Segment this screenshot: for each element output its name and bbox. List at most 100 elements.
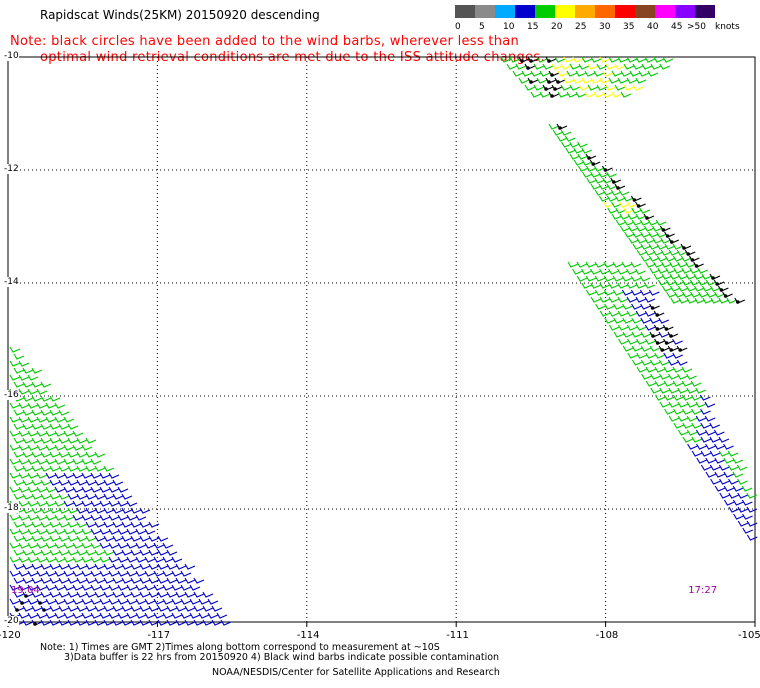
wind-barb [13, 423, 25, 430]
wind-barb [530, 91, 542, 98]
wind-barb [640, 359, 652, 366]
wind-barb [36, 416, 48, 423]
wind-barb [13, 353, 25, 360]
wind-barb [117, 528, 129, 535]
wind-barb [681, 366, 693, 373]
contamination-dot [664, 341, 669, 345]
wind-barb [700, 422, 712, 429]
wind-barb [603, 289, 615, 296]
wind-barb [698, 291, 709, 298]
wind-barb [575, 70, 587, 77]
wind-barb [663, 352, 675, 359]
wind-barb [701, 285, 713, 292]
contamination-dot [15, 608, 19, 612]
wind-barb [622, 303, 633, 310]
wind-barb [166, 619, 178, 626]
wind-barb [728, 492, 740, 499]
wind-barb [648, 243, 660, 250]
wind-barb [696, 457, 708, 464]
wind-barb [614, 84, 626, 91]
wind-barb [54, 486, 66, 493]
wind-barb [49, 549, 61, 556]
wind-barb [117, 486, 129, 493]
wind-barb [63, 584, 75, 591]
wind-barb [76, 521, 88, 528]
wind-barb [40, 451, 52, 458]
wind-barb [590, 171, 601, 178]
wind-barb [539, 70, 551, 77]
wind-barb [581, 159, 593, 166]
wind-barb [148, 549, 160, 556]
wind-barb [654, 352, 666, 359]
wind-barb [180, 584, 192, 591]
wind-barb [72, 556, 84, 563]
wind-barb [640, 303, 651, 310]
wind-barb [40, 395, 52, 402]
wind-barb [727, 450, 739, 457]
wind-barb [618, 189, 630, 196]
wind-barb [166, 563, 178, 570]
wind-barb [27, 430, 39, 437]
wind-barb [644, 324, 656, 331]
wind-barb [626, 296, 638, 303]
wind-barb [99, 528, 111, 535]
wind-barb [27, 458, 39, 465]
wind-barb [31, 549, 43, 556]
wind-barb [668, 387, 680, 394]
wind-barb [103, 577, 115, 584]
wind-barb [45, 402, 57, 409]
wind-barb [148, 521, 160, 528]
wind-barb [573, 147, 585, 154]
wind-barb [621, 261, 633, 268]
wind-barb [657, 267, 669, 274]
wind-barb [636, 352, 648, 359]
wind-barb [144, 612, 156, 619]
wind-barb [85, 619, 97, 626]
wind-barb [552, 129, 564, 136]
wind-barb [654, 380, 666, 387]
wind-barb [602, 70, 614, 77]
wind-barb [686, 401, 698, 408]
wind-barb [617, 268, 628, 275]
wind-barb [18, 500, 30, 507]
wind-barb [681, 380, 693, 387]
wind-barb [673, 267, 685, 274]
wind-barb [636, 366, 648, 373]
wind-barb [76, 619, 88, 626]
colorbar-tick-label: 40 [647, 22, 659, 32]
wind-barb [620, 70, 632, 77]
wind-barb [644, 296, 656, 303]
wind-barb [58, 493, 70, 500]
wind-barb [713, 429, 725, 436]
wind-barb [94, 577, 106, 584]
wind-barb [714, 457, 726, 464]
wind-barb [702, 297, 714, 304]
wind-barb [58, 465, 70, 472]
wind-barb [647, 219, 659, 226]
wind-barb [157, 549, 169, 556]
wind-barb [593, 70, 605, 77]
wind-barb [126, 514, 138, 521]
wind-barb [645, 338, 656, 345]
wind-barb [135, 528, 147, 535]
wind-barb [650, 63, 662, 70]
wind-barb [90, 598, 102, 605]
swath-time-label: 17:27 [688, 585, 718, 597]
wind-barb [630, 289, 642, 296]
wind-barb [94, 465, 106, 472]
wind-barb [663, 380, 675, 387]
contamination-dot [529, 59, 533, 63]
wind-barb [661, 273, 673, 280]
wind-barb [673, 408, 684, 415]
wind-barb [13, 437, 25, 444]
wind-barb [599, 77, 611, 84]
wind-barb [90, 584, 102, 591]
wind-barb [18, 360, 30, 367]
wind-barb [635, 56, 647, 63]
wind-barb [31, 367, 43, 374]
wind-barb [578, 63, 590, 70]
wind-barb [130, 605, 142, 612]
contamination-dot [711, 276, 715, 280]
wind-barb [40, 437, 52, 444]
